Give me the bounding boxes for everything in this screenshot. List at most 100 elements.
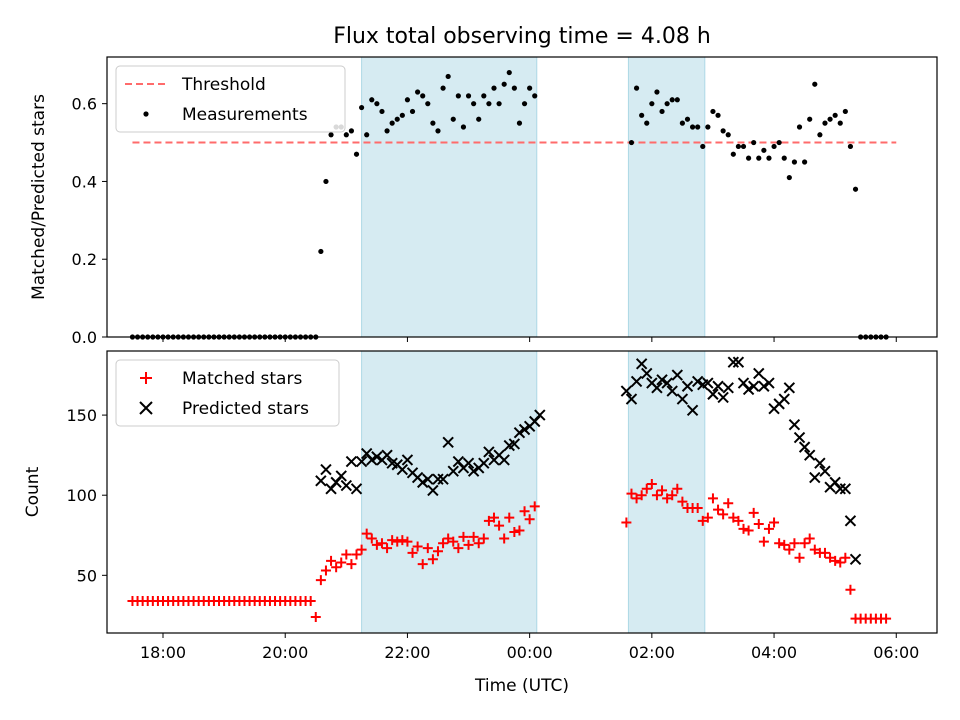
matched-star-point [336, 557, 347, 568]
matched-star-point [651, 490, 662, 501]
predicted-star-point [427, 484, 439, 497]
matched-star-point [509, 527, 520, 538]
predicted-star-point [803, 449, 816, 461]
matched-star-point [748, 507, 759, 518]
matched-star-point [733, 515, 744, 526]
x-tick-label: 02:00 [629, 643, 675, 662]
measurement-point [695, 124, 701, 130]
matched-star-point [432, 546, 443, 557]
measurement-point [399, 112, 405, 118]
measurement-point [476, 116, 482, 122]
measurement-point [684, 116, 691, 122]
chart-title: Flux total observing time = 4.08 h [333, 24, 711, 49]
matched-star-point [346, 559, 357, 570]
matched-star-point [468, 531, 479, 542]
predicted-star-point [742, 383, 755, 396]
measurement-point [817, 132, 823, 138]
matched-star-point [351, 549, 362, 560]
predicted-star-point [758, 380, 770, 392]
matched-star-point [478, 533, 489, 544]
predicted-star-point [656, 374, 668, 386]
matched-star-point [779, 539, 790, 550]
x-tick-label: 18:00 [140, 643, 186, 662]
measurement-point [766, 155, 772, 161]
matched-star-point [341, 549, 352, 560]
measurement-point [730, 151, 736, 157]
matched-star-point [382, 543, 393, 554]
matched-star-point [774, 538, 785, 549]
predicted-star-point [681, 380, 694, 392]
predicted-star-point [422, 473, 434, 485]
measurement-point [837, 120, 843, 126]
measurement-point [812, 81, 818, 87]
predicted-star-point [534, 409, 546, 421]
matched-star-point [331, 562, 342, 573]
legend-box [115, 65, 346, 133]
predicted-star-point [635, 358, 648, 370]
measurement-point [807, 116, 813, 122]
matched-star-point [453, 543, 464, 554]
x-tick-label: 06:00 [873, 643, 919, 662]
observing-interval-shade [361, 56, 538, 338]
matched-star-point [483, 515, 494, 526]
predicted-star-point [727, 356, 740, 368]
matched-star-point [621, 517, 632, 528]
matched-star-point [387, 535, 398, 546]
predicted-star-point [722, 382, 734, 394]
legend-label: Predicted stars [182, 399, 309, 419]
matched-star-point [692, 503, 703, 514]
measurement-point [756, 155, 762, 161]
measurement-point [628, 139, 635, 146]
predicted-star-point [834, 483, 846, 495]
matched-star-point [427, 554, 438, 565]
measurement-point [369, 97, 375, 103]
predicted-star-point [437, 473, 449, 485]
measurement-point [460, 124, 467, 130]
predicted-star-point [783, 382, 796, 394]
legend-measurement-swatch [143, 111, 149, 117]
legend-label: Measurements [182, 105, 308, 125]
measurement-point [771, 143, 777, 150]
predicted-star-point [513, 427, 526, 439]
matched-star-point [784, 544, 795, 555]
x-tick-label: 00:00 [507, 643, 553, 662]
matched-star-point [769, 517, 780, 528]
matched-star-point [371, 539, 382, 550]
y-tick-label: 0.6 [72, 95, 97, 114]
y-tick-label: 0.2 [72, 250, 97, 269]
matched-star-point [305, 595, 316, 606]
predicted-star-point [345, 455, 358, 468]
predicted-star-point [707, 388, 719, 400]
matched-star-point [697, 515, 708, 526]
matched-star-point [443, 533, 454, 544]
matched-star-point [494, 520, 505, 531]
bottom-panel-counts: 50 100 150 Count 18:00 20:00 22:00 00:00 02:00 04… [23, 350, 938, 662]
measurement-point [654, 89, 660, 95]
measurement-point [822, 120, 828, 126]
predicted-star-point [630, 375, 643, 388]
measurement-point [516, 120, 523, 126]
measurement-point [527, 85, 533, 91]
measurement-point [832, 112, 838, 118]
predicted-star-point [809, 471, 821, 484]
y-tick-label: 0.4 [72, 172, 97, 191]
measurement-point [471, 101, 477, 107]
x-tick-label: 20:00 [262, 643, 308, 662]
y-tick-label: 0.0 [72, 328, 97, 347]
matched-star-point [310, 611, 321, 622]
measurement-point [415, 89, 421, 95]
x-tick-label: 22:00 [384, 643, 430, 662]
matched-star-point [723, 498, 734, 509]
matched-star-point [804, 533, 815, 544]
matched-star-point [743, 525, 754, 536]
predicted-star-point [462, 457, 475, 469]
y-axis-label: Count [23, 466, 43, 517]
matched-star-point [458, 531, 469, 542]
axes-frame [106, 56, 938, 338]
measurement-point [710, 108, 716, 115]
predicted-star-point [849, 553, 862, 566]
measurement-point [404, 97, 411, 103]
observing-interval-shade [361, 350, 538, 634]
predicted-star-point [651, 382, 663, 394]
